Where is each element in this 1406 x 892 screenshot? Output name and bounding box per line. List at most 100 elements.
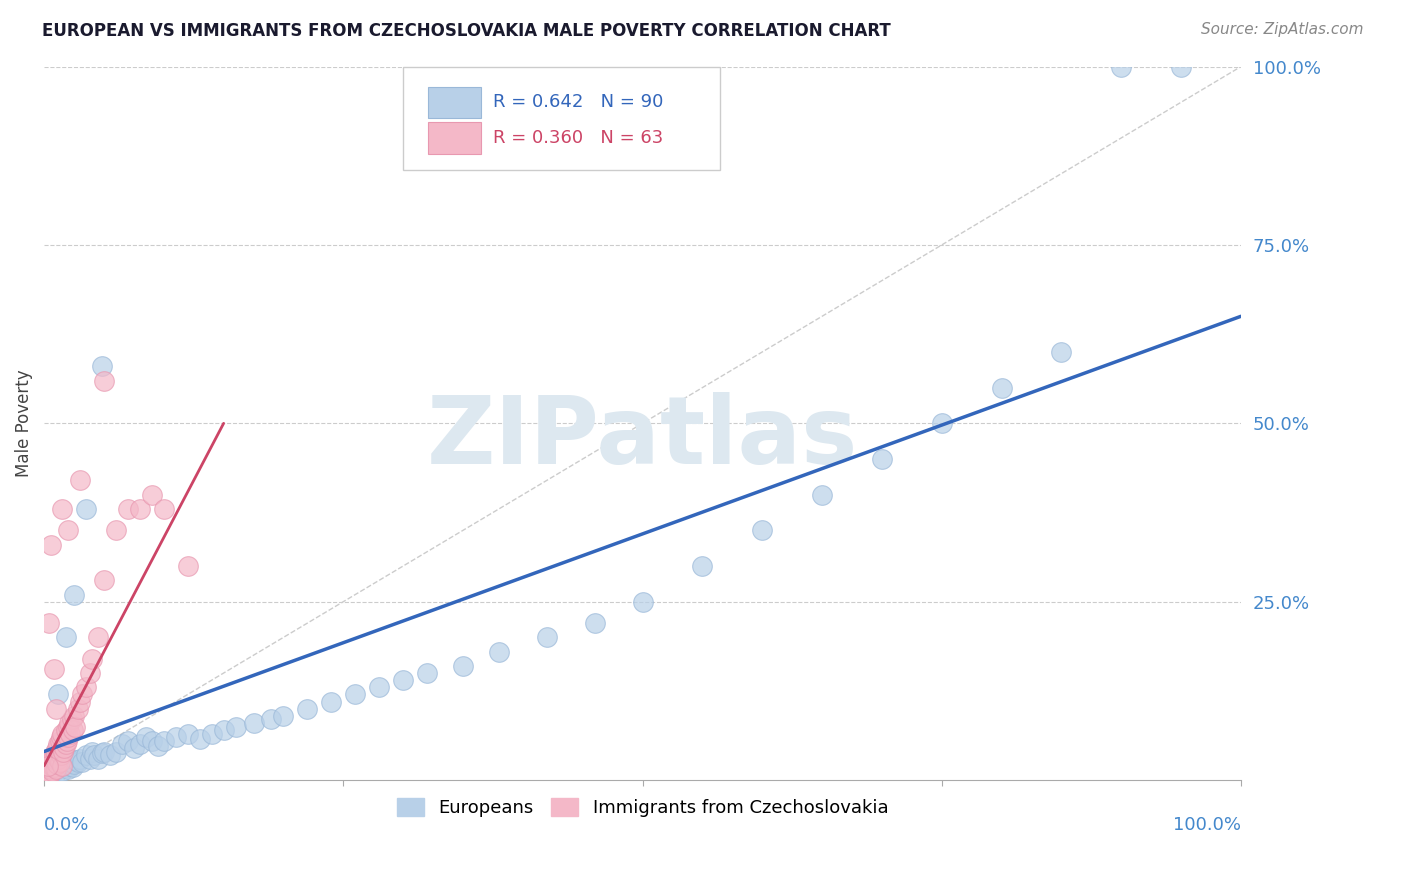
Point (37, 759, 59, 773)
Point (90, 359, 112, 374)
Point (87, 752, 110, 766)
Point (48, 752, 70, 766)
Point (42, 663, 65, 677)
Point (55, 738, 77, 752)
Point (152, 734, 174, 748)
Point (51, 727, 73, 741)
Point (39, 763, 62, 777)
Point (45, 702, 67, 716)
Point (59, 759, 82, 773)
Point (45, 766, 67, 780)
Point (48, 688, 70, 702)
Point (63, 757, 86, 772)
Point (297, 702, 319, 716)
FancyBboxPatch shape (404, 67, 720, 170)
Point (83, 748, 105, 763)
Point (990, 381, 1012, 395)
Text: ZIPatlas: ZIPatlas (427, 392, 858, 483)
Point (45, 763, 67, 777)
Point (177, 727, 200, 741)
Point (65, 753, 87, 767)
FancyBboxPatch shape (429, 122, 481, 153)
Point (39, 538, 62, 552)
Point (931, 417, 953, 431)
Point (39, 766, 62, 780)
Point (201, 727, 224, 741)
Point (1050, 345, 1073, 359)
Point (45, 757, 67, 772)
Point (48, 756, 70, 770)
Point (44, 756, 66, 770)
Point (41, 767, 63, 781)
Point (48, 759, 70, 773)
Point (39, 764, 62, 779)
Legend: Europeans, Immigrants from Czechoslovakia: Europeans, Immigrants from Czechoslovaki… (389, 790, 896, 824)
Point (141, 488, 163, 502)
Point (111, 738, 134, 752)
Point (87, 631, 110, 645)
Point (66, 756, 89, 770)
Y-axis label: Male Poverty: Male Poverty (15, 369, 32, 477)
Point (56, 524, 79, 538)
Point (90, 746, 112, 760)
Point (72, 756, 94, 770)
Point (42, 760, 65, 774)
Point (225, 720, 247, 734)
Point (39, 752, 62, 766)
Point (1170, 60, 1192, 74)
Point (37, 764, 59, 779)
Point (811, 488, 834, 502)
Point (44, 763, 66, 777)
Point (117, 502, 139, 516)
Point (46, 763, 69, 777)
Point (45, 753, 67, 767)
Point (58, 716, 80, 731)
Point (39, 763, 62, 777)
Point (51, 764, 73, 779)
Point (98, 748, 121, 763)
Point (42, 764, 65, 779)
Point (58, 752, 80, 766)
Point (41, 759, 63, 773)
Point (60, 713, 83, 727)
Point (69, 695, 91, 709)
Point (80, 652, 103, 666)
Point (53, 756, 76, 770)
Point (75, 502, 97, 516)
Point (117, 734, 139, 748)
Point (38, 770, 60, 784)
Point (38, 770, 60, 784)
Point (48, 760, 70, 774)
Point (56, 763, 79, 777)
Point (451, 659, 474, 673)
Point (260, 713, 283, 727)
Point (35, 767, 58, 781)
Point (66, 702, 89, 716)
Point (38, 616, 60, 631)
Point (55, 752, 77, 766)
Point (52, 759, 75, 773)
Point (49, 731, 72, 745)
Point (63, 709, 86, 723)
Point (52, 745, 75, 759)
Point (48, 738, 70, 752)
Point (65, 720, 87, 734)
Point (56, 734, 79, 748)
Point (41, 759, 63, 773)
Point (80, 745, 103, 759)
Point (242, 716, 264, 731)
Point (75, 748, 97, 763)
Point (63, 588, 86, 602)
Point (93, 745, 115, 759)
Point (93, 574, 115, 588)
Point (60, 756, 83, 770)
Point (49, 748, 72, 763)
FancyBboxPatch shape (429, 87, 481, 118)
Text: Source: ZipAtlas.com: Source: ZipAtlas.com (1201, 22, 1364, 37)
Point (62, 723, 84, 738)
Point (51, 757, 73, 772)
Point (104, 745, 127, 759)
Point (42, 756, 65, 770)
Point (488, 645, 510, 659)
Point (69, 474, 91, 488)
